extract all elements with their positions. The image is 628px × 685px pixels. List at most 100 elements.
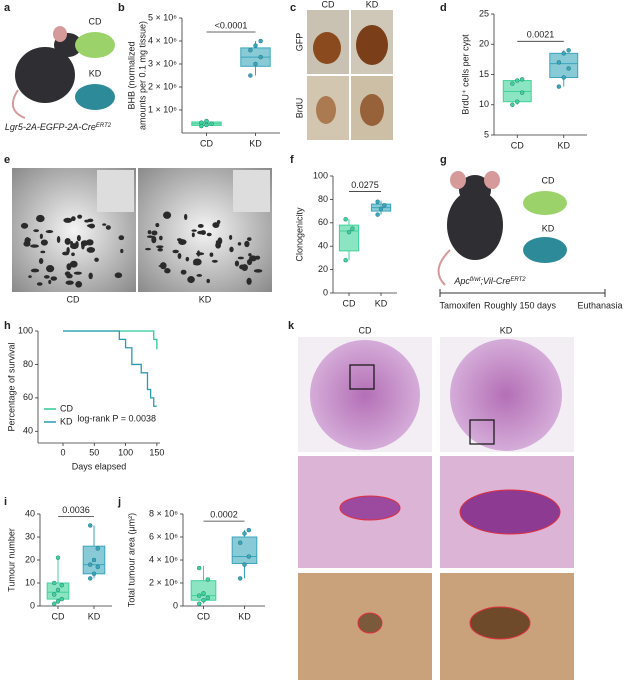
organoid [253, 269, 263, 273]
organoid [48, 279, 52, 285]
data-point [55, 587, 61, 593]
organoid [247, 237, 252, 241]
survival-line [63, 330, 157, 407]
organoid-images [12, 168, 272, 292]
organoid [177, 253, 182, 259]
data-point [95, 564, 100, 570]
y-axis-label: Clonogenicity [294, 207, 304, 262]
organoid [46, 265, 55, 273]
genotype-part: ERT2 [510, 277, 526, 283]
genotype-part: ;Vil-Cre [481, 276, 511, 286]
data-point [237, 576, 243, 581]
data-point [201, 591, 206, 596]
data-point [52, 592, 57, 597]
organoid [196, 274, 203, 277]
organoid [76, 234, 81, 242]
organoid [159, 235, 163, 241]
data-point [258, 38, 263, 44]
data-point [237, 540, 243, 545]
histology-images [298, 337, 574, 680]
organoid [37, 216, 42, 219]
label: KD [199, 294, 212, 304]
organoid [30, 268, 40, 273]
data-point [375, 212, 380, 217]
panel-letter: g [440, 154, 447, 166]
data-point [91, 557, 97, 563]
organoid [191, 232, 195, 238]
organoid [193, 262, 201, 266]
data-point [246, 527, 252, 533]
data-point [519, 90, 525, 95]
y-tick-label: 0 [30, 600, 35, 610]
organoid [248, 253, 252, 257]
organoid [146, 235, 154, 239]
organoid [185, 256, 190, 262]
organoid [178, 239, 187, 245]
organoid [211, 259, 218, 263]
organoid [24, 237, 31, 245]
y-tick-label: 4 × 10⁶ [149, 554, 178, 564]
data-point [561, 75, 566, 80]
y-tick-label: 0 [323, 287, 328, 297]
y-tick-label: 100 [18, 325, 33, 335]
organoid [229, 246, 234, 253]
organoid [77, 214, 83, 219]
x-axis-label: Days elapsed [72, 461, 127, 471]
mouse-illustration-g [437, 171, 606, 297]
organoid [212, 222, 220, 229]
organoid [40, 250, 46, 254]
panel-letter: f [290, 154, 294, 166]
data-point [561, 51, 566, 56]
organoid [69, 260, 78, 268]
organoid [33, 229, 39, 233]
legend-label: CD [60, 403, 73, 413]
y-tick-label: 40 [318, 241, 328, 251]
y-tick-label: 1 × 10⁶ [148, 104, 177, 114]
data-point [204, 122, 209, 128]
y-axis-label: BHB (normalized [126, 41, 136, 109]
organoid [164, 268, 171, 274]
data-point [382, 203, 387, 208]
x-tick-label: KD [238, 611, 251, 621]
organoid [234, 260, 240, 267]
organoid [246, 277, 252, 285]
organoid [145, 247, 151, 251]
y-axis-label: Total tumour area (μm²) [126, 513, 136, 607]
organoid [163, 211, 172, 219]
data-point [510, 81, 515, 86]
label: KD [542, 223, 555, 233]
data-point [246, 554, 252, 559]
y-tick-label: 80 [23, 359, 33, 369]
organoid [105, 225, 111, 230]
y-tick-label: 20 [318, 264, 328, 274]
data-point [52, 580, 57, 586]
organoid [172, 249, 179, 254]
organoid [65, 280, 74, 285]
x-tick-label: KD [88, 611, 101, 621]
y-tick-label: 2 × 10⁶ [149, 577, 178, 587]
organoid [20, 222, 29, 229]
organoid [43, 275, 50, 279]
organoid [209, 252, 214, 257]
x-tick-label: KD [375, 298, 388, 308]
y-tick-label: 10 [479, 99, 489, 109]
organoid [84, 219, 90, 223]
box [231, 536, 258, 564]
box [549, 52, 579, 79]
x-tick-label: KD [249, 138, 262, 148]
y-tick-label: 20 [25, 554, 35, 564]
organoid [102, 223, 107, 226]
label: Tamoxifen [439, 300, 480, 310]
x-tick-label: 150 [149, 447, 164, 457]
label: CD [359, 325, 372, 335]
organoid [71, 216, 76, 222]
label: Euthanasia [577, 300, 622, 310]
y-tick-label: 60 [23, 392, 33, 402]
p-value: 0.0021 [527, 30, 555, 40]
y-tick-label: 8 × 10⁶ [149, 508, 178, 518]
data-point [556, 84, 562, 89]
x-tick-label: 0 [61, 447, 66, 457]
data-point [346, 229, 352, 235]
organoid [160, 262, 167, 270]
